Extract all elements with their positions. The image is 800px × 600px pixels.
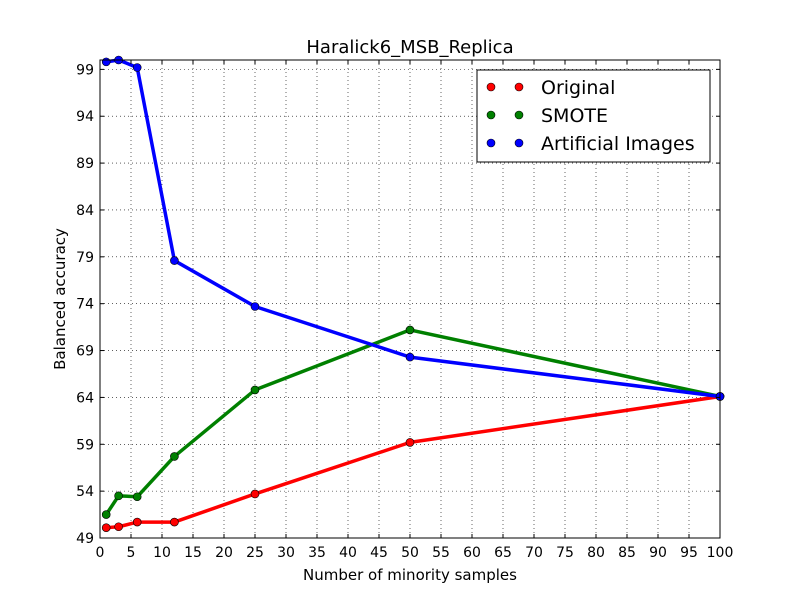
series-original [101,392,725,532]
data-point-smote [114,491,123,501]
data-point-original [114,522,123,532]
y-tick-label: 49 [76,531,94,547]
data-point-smote [405,325,415,335]
data-point-smote [101,510,111,519]
data-point-artificial-images [170,256,179,265]
x-tick-label: 30 [277,545,295,561]
data-point-artificial-images [405,352,415,362]
data-point-original [405,438,415,447]
data-point-original [101,523,111,532]
legend-marker [514,110,524,120]
y-tick-label: 74 [76,297,94,313]
data-point-smote [170,452,179,461]
x-tick-label: 45 [370,545,388,561]
y-tick-label: 99 [76,62,94,78]
legend-entry-original: Original [486,77,615,99]
x-tick-label: 75 [556,545,574,561]
x-tick-label: 55 [432,545,450,561]
data-point-smote [250,385,260,395]
y-tick-label: 59 [76,437,94,453]
y-tick-label: 69 [76,344,94,360]
y-tick-label: 54 [76,484,94,500]
legend-marker [514,138,524,148]
x-tick-label: 10 [153,545,171,561]
x-tick-label: 90 [649,545,667,561]
y-tick-label: 94 [76,109,94,125]
x-tick-label: 25 [246,545,264,561]
x-tick-label: 0 [96,545,105,561]
chart-title: Haralick6_MSB_Replica [306,37,513,58]
x-tick-label: 5 [127,545,136,561]
x-tick-label: 40 [339,545,357,561]
ticks: 0 5 10 15 20 25 30 35 40 45 50 55 60 65 70 75 80 85 90 95 10… [76,60,733,561]
y-tick-label: 79 [76,250,94,266]
y-tick-label: 84 [76,203,94,219]
legend-marker [486,138,496,148]
x-tick-label: 60 [463,545,481,561]
x-tick-label: 95 [680,545,698,561]
x-tick-label: 15 [184,545,202,561]
data-point-original [250,489,260,499]
y-tick-label: 89 [76,156,94,172]
series-smote [101,325,725,519]
legend-label: Original [541,77,615,99]
x-tick-label: 65 [494,545,512,561]
x-tick-label: 50 [401,545,419,561]
y-tick-label: 64 [76,390,94,406]
data-point-original [132,517,142,527]
x-axis-label: Number of minority samples [303,566,517,584]
legend-entry-artificial-images: Artificial Images [486,133,695,155]
legend-marker [514,82,524,92]
data-point-original [170,517,179,527]
data-point-smote [132,492,142,502]
legend-entry-smote: SMOTE [486,105,608,127]
legend-label: Artificial Images [541,133,695,155]
x-tick-label: 70 [525,545,543,561]
x-tick-label: 100 [707,545,734,561]
data-point-artificial-images [101,57,111,67]
x-tick-label: 20 [215,545,233,561]
x-tick-label: 35 [308,545,326,561]
data-point-artificial-images [132,63,142,72]
legend-marker [486,110,496,120]
y-axis-label: Balanced accuracy [51,228,69,370]
data-point-artificial-images [250,302,260,311]
legend-label: SMOTE [541,105,608,127]
x-tick-label: 85 [618,545,636,561]
legend-marker [486,82,496,92]
legend: Original SMOTE Artificial Images [476,69,711,163]
x-tick-label: 80 [587,545,605,561]
